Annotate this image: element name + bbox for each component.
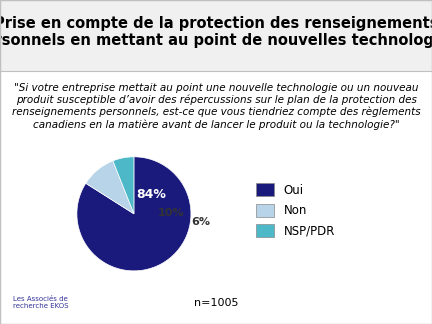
- Text: 84%: 84%: [136, 188, 166, 201]
- Wedge shape: [86, 161, 134, 214]
- Text: Prise en compte de la protection des renseignements
personnels en mettant au poi: Prise en compte de la protection des ren…: [0, 16, 432, 48]
- FancyBboxPatch shape: [0, 0, 432, 71]
- Text: "Si votre entreprise mettait au point une nouvelle technologie ou un nouveau
pro: "Si votre entreprise mettait au point un…: [12, 83, 420, 130]
- Legend: Oui, Non, NSP/PDR: Oui, Non, NSP/PDR: [257, 183, 335, 238]
- Text: 6%: 6%: [191, 217, 210, 227]
- Text: n=1005: n=1005: [194, 298, 238, 308]
- Text: 10%: 10%: [158, 208, 184, 218]
- Wedge shape: [113, 157, 134, 214]
- Wedge shape: [77, 157, 191, 271]
- Text: Les Associés de
recherche EKOS: Les Associés de recherche EKOS: [13, 296, 68, 309]
